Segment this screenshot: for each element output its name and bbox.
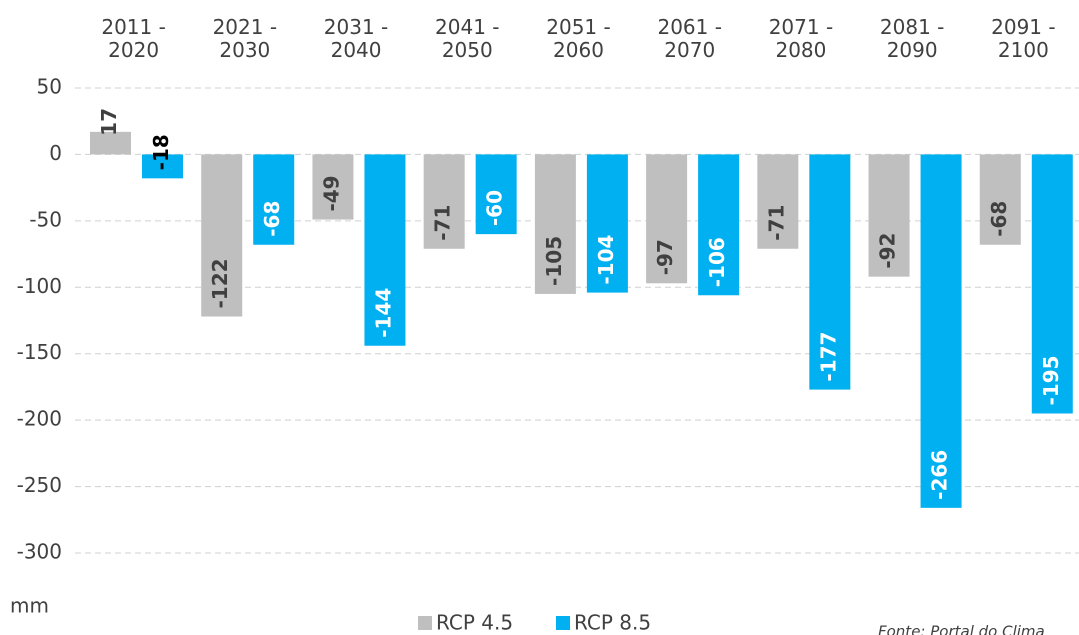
data-label: -60	[483, 190, 507, 226]
bar	[475, 154, 517, 235]
x-tick-label: 2021 - 2030	[212, 15, 278, 62]
x-tick-label: 2011 - 2020	[101, 15, 166, 62]
x-tick-label: 2041 - 2050	[435, 15, 500, 62]
bar	[90, 131, 131, 155]
bar	[979, 154, 1021, 245]
legend-label: RCP 8.5	[574, 611, 651, 635]
y-tick-label: -100	[17, 274, 62, 298]
bar	[253, 154, 295, 245]
x-tick-label: 2071 - 2080	[768, 15, 834, 62]
bar	[142, 154, 183, 179]
bar	[646, 154, 688, 284]
source-note: Fonte: Portal do Clima	[878, 623, 1045, 635]
data-label: -104	[594, 235, 618, 285]
data-label: -177	[816, 332, 840, 382]
x-tick-label: 2081 - 2090	[879, 15, 945, 62]
bar	[534, 154, 576, 294]
y-tick-label: -150	[17, 340, 62, 364]
y-axis-label: mm	[10, 594, 49, 618]
legend-label: RCP 4.5	[436, 611, 513, 635]
legend-swatch	[418, 616, 432, 630]
bar	[201, 154, 243, 317]
data-label: -71	[764, 205, 788, 241]
bar	[423, 154, 465, 249]
data-label: 17	[97, 108, 121, 136]
data-label: -68	[260, 201, 284, 237]
data-label: -106	[705, 237, 729, 287]
x-tick-label: 2051 - 2060	[546, 15, 611, 62]
data-label: -97	[653, 239, 677, 275]
bar	[920, 154, 962, 508]
data-label: -122	[208, 258, 232, 308]
bar	[698, 154, 740, 296]
bar	[868, 154, 910, 277]
data-label: -266	[928, 450, 952, 500]
data-label: -195	[1039, 355, 1063, 405]
y-tick-label: -50	[29, 207, 62, 231]
data-label: -71	[431, 205, 455, 241]
legend-swatch	[556, 616, 570, 630]
bar	[809, 154, 851, 390]
y-tick-label: -200	[17, 407, 62, 431]
data-label: -92	[876, 233, 900, 269]
y-tick-label: 0	[49, 141, 62, 165]
data-label: -68	[987, 201, 1011, 237]
bar	[586, 154, 628, 293]
bar	[364, 154, 406, 346]
data-label: -144	[371, 288, 395, 338]
bar	[1031, 154, 1073, 414]
bar	[757, 154, 799, 249]
bar	[312, 154, 354, 220]
data-label: -18	[149, 134, 173, 170]
x-tick-label: 2091 - 2100	[991, 15, 1056, 62]
y-tick-label: -300	[17, 540, 62, 564]
x-tick-label: 2031 - 2040	[323, 15, 389, 62]
y-tick-label: 50	[37, 75, 62, 99]
y-tick-label: -250	[17, 473, 62, 497]
data-label: -105	[542, 236, 566, 286]
data-label: -49	[319, 175, 343, 211]
x-tick-label: 2061 - 2070	[657, 15, 722, 62]
